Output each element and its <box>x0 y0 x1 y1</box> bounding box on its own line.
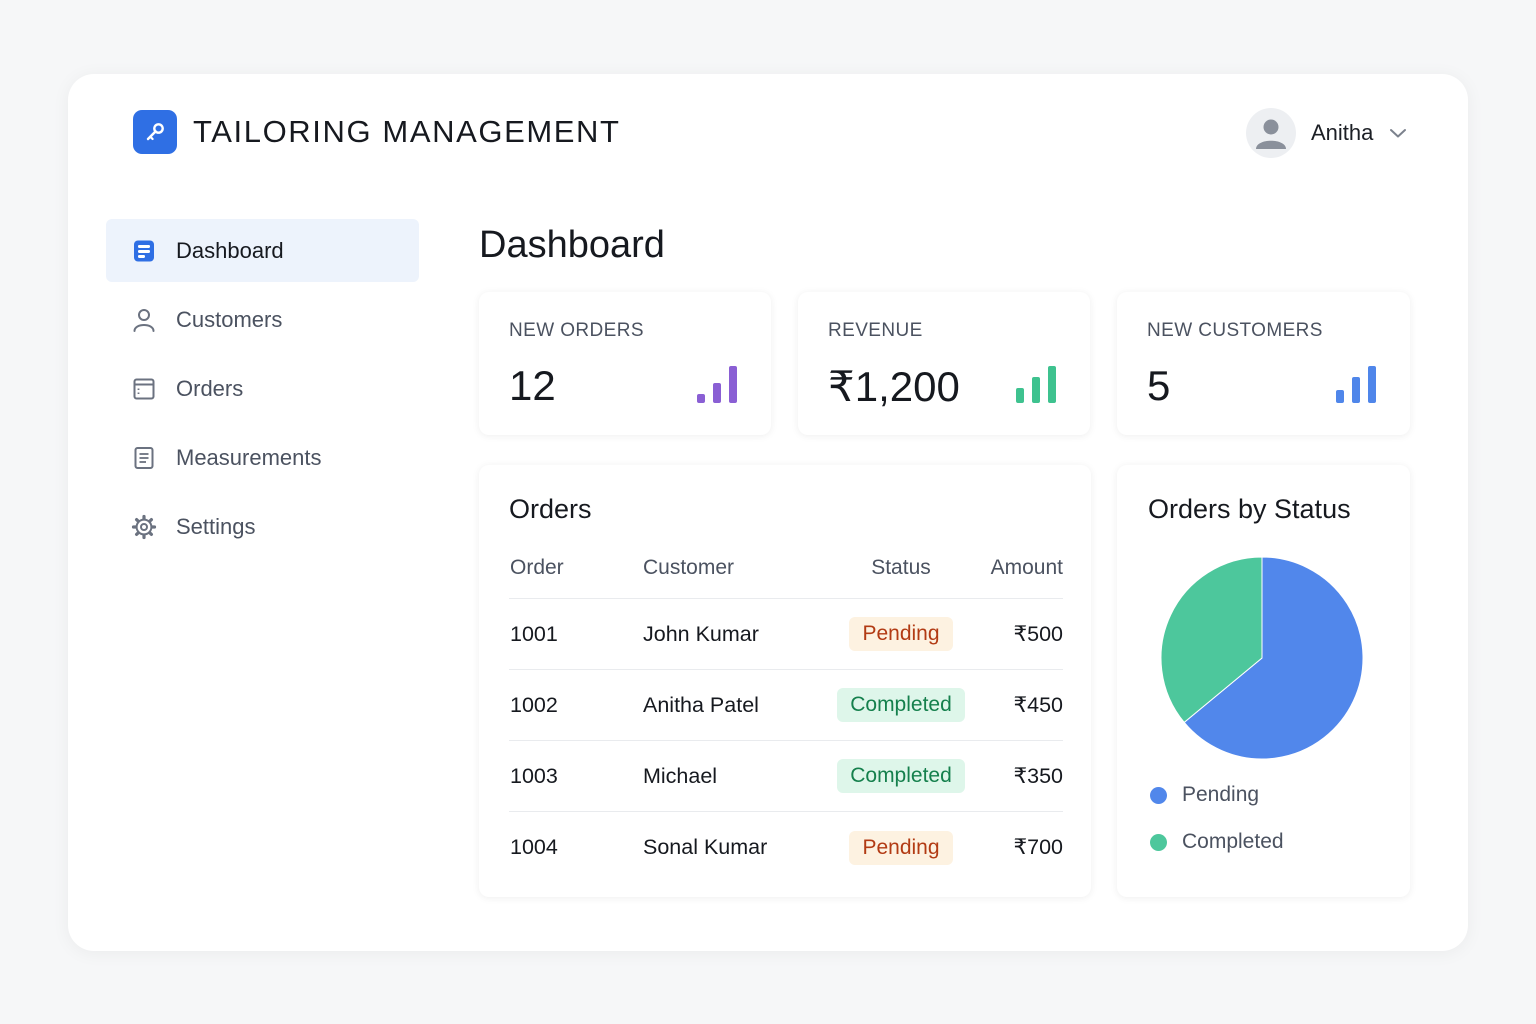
sidebar-item-dashboard[interactable]: Dashboard <box>106 219 419 282</box>
sidebar-item-customers[interactable]: Customers <box>106 288 419 351</box>
stat-label: NEW ORDERS <box>509 320 644 341</box>
status-badge: Pending <box>849 617 953 651</box>
status-badge: Pending <box>849 830 953 865</box>
pie-slice-pending <box>1183 556 1364 760</box>
stat-label: REVENUE <box>828 320 923 341</box>
document-icon <box>131 445 157 471</box>
order-id: 1003 <box>510 763 558 788</box>
page-title: Dashboard <box>479 224 665 266</box>
table-header: Order Customer Status Amount <box>509 538 1063 599</box>
sidebar-item-label: Settings <box>176 513 256 539</box>
status-badge: Completed <box>837 688 965 722</box>
table-row[interactable]: 1002 Anitha Patel Completed ₹450 <box>509 670 1063 741</box>
order-amount: ₹450 <box>1013 692 1063 717</box>
pie-slice-completed <box>1160 556 1263 724</box>
bar-chart-icon <box>1328 366 1376 403</box>
key-icon <box>146 123 164 141</box>
stat-label: NEW CUSTOMERS <box>1147 320 1323 341</box>
user-avatar-icon <box>1246 108 1296 158</box>
stat-value: 5 <box>1147 362 1171 409</box>
table-row[interactable]: 1001 John Kumar Pending ₹500 <box>509 599 1063 670</box>
sidebar-item-orders[interactable]: Orders <box>106 357 419 420</box>
bar-chart-icon <box>1008 366 1056 403</box>
dashboard-icon <box>131 238 157 264</box>
legend-label: Completed <box>1182 830 1284 853</box>
order-amount: ₹500 <box>1013 621 1063 646</box>
app-window: TAILORING MANAGEMENT Anitha Dashboar <box>68 74 1468 951</box>
sidebar-item-label: Dashboard <box>176 237 284 263</box>
table-row[interactable]: 1004 Sonal Kumar Pending ₹700 <box>509 812 1063 883</box>
bar-chart-icon <box>689 366 737 403</box>
order-amount: ₹350 <box>1013 763 1063 788</box>
chart-legend: Pending Completed <box>1150 783 1284 877</box>
stat-value: ₹1,200 <box>828 363 960 410</box>
column-header-amount[interactable]: Amount <box>990 556 1063 579</box>
sidebar-item-label: Orders <box>176 375 244 401</box>
gear-icon <box>131 514 157 540</box>
order-amount: ₹700 <box>1013 835 1063 859</box>
orders-title: Orders <box>509 494 592 524</box>
user-menu[interactable]: Anitha <box>1246 107 1407 159</box>
order-id: 1001 <box>510 621 558 646</box>
column-header-customer[interactable]: Customer <box>643 556 735 579</box>
window-icon <box>131 376 157 402</box>
legend-dot <box>1150 786 1167 804</box>
chevron-down-icon[interactable] <box>1389 127 1407 139</box>
app-title: TAILORING MANAGEMENT <box>193 114 621 149</box>
customer-name: Sonal Kumar <box>643 835 768 859</box>
person-icon <box>131 307 157 333</box>
status-badge: Completed <box>837 759 965 793</box>
sidebar-item-settings[interactable]: Settings <box>106 495 419 558</box>
sidebar-item-label: Customers <box>176 306 283 332</box>
stat-card-new-orders: NEW ORDERS 12 <box>479 292 771 435</box>
orders-by-status-card: Orders by Status Pending Completed <box>1117 465 1410 897</box>
customer-name: Michael <box>643 763 718 788</box>
stat-value: 12 <box>509 362 556 409</box>
order-id: 1004 <box>510 835 558 859</box>
orders-card: Orders Order Customer Status Amount 1001… <box>479 465 1091 897</box>
customer-name: Anitha Patel <box>643 692 759 717</box>
chart-title: Orders by Status <box>1148 494 1351 524</box>
table-row[interactable]: 1003 Michael Completed ₹350 <box>509 741 1063 812</box>
sidebar-nav: Dashboard Customers Orders <box>106 219 419 564</box>
customer-name: John Kumar <box>643 621 759 646</box>
user-name: Anitha <box>1311 120 1374 145</box>
column-header-order[interactable]: Order <box>510 556 564 579</box>
pie-chart <box>1160 556 1364 760</box>
legend-item-pending: Pending <box>1150 783 1284 807</box>
legend-dot <box>1150 833 1167 851</box>
sidebar-item-measurements[interactable]: Measurements <box>106 426 419 489</box>
stat-card-revenue: REVENUE ₹1,200 <box>798 292 1090 435</box>
column-header-status[interactable]: Status <box>871 556 931 579</box>
stat-card-new-customers: NEW CUSTOMERS 5 <box>1117 292 1410 435</box>
orders-table: Order Customer Status Amount 1001 John K… <box>509 538 1063 883</box>
logo <box>133 110 177 154</box>
order-id: 1002 <box>510 692 558 717</box>
legend-label: Pending <box>1182 783 1260 806</box>
legend-item-completed: Completed <box>1150 830 1284 854</box>
sidebar-item-label: Measurements <box>176 444 322 470</box>
